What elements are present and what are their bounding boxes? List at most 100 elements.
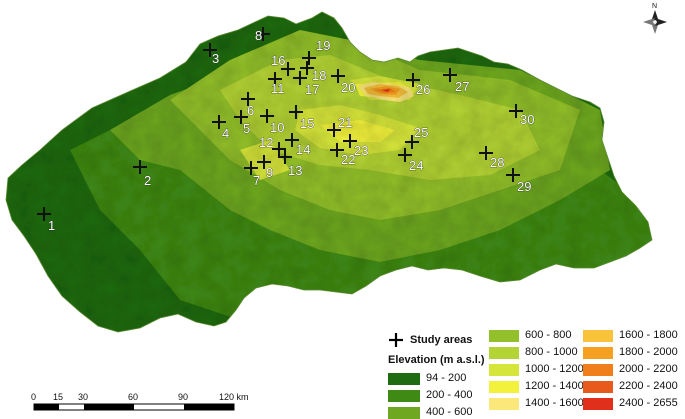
study-site-marker: 11 — [268, 72, 285, 96]
study-site-marker: 13 — [278, 150, 303, 178]
study-site-cross-icon — [331, 69, 345, 83]
study-site-marker: 8 — [255, 27, 270, 43]
study-site-cross-icon — [234, 110, 248, 124]
study-site-cross-icon — [302, 51, 316, 65]
study-site-label: 26 — [416, 82, 430, 97]
study-site-cross-icon — [285, 133, 299, 147]
study-site-cross-icon — [268, 72, 282, 86]
legend-class-label: 1000 - 1200 — [525, 363, 584, 375]
study-site-marker: 9 — [257, 155, 274, 180]
legend-swatch — [583, 398, 613, 410]
study-site-cross-icon — [327, 123, 341, 137]
study-site-label: 20 — [341, 80, 355, 95]
study-site-label: 30 — [520, 112, 534, 127]
study-site-marker: 22 — [330, 143, 356, 167]
study-site-marker: 5 — [234, 110, 251, 136]
study-site-cross-icon — [212, 115, 226, 129]
study-site-label: 3 — [212, 51, 219, 66]
study-site-marker: 30 — [509, 104, 535, 127]
study-site-label: 7 — [253, 173, 260, 188]
study-site-marker: 1 — [37, 207, 56, 233]
study-site-cross-icon — [203, 43, 217, 57]
study-site-cross-icon — [443, 68, 457, 82]
study-site-marker: 20 — [331, 69, 356, 95]
study-site-label: 27 — [455, 79, 469, 94]
study-site-cross-icon — [293, 71, 307, 85]
study-site-label: 12 — [259, 135, 273, 150]
legend-class-label: 600 - 800 — [525, 329, 572, 341]
study-site-label: 21 — [338, 115, 352, 130]
scale-tick-label: 60 — [128, 392, 139, 402]
study-site-label: 5 — [243, 121, 250, 136]
elevation-title: Elevation (m a.s.l.) — [388, 354, 485, 366]
legend-class-label: 94 - 200 — [426, 372, 467, 384]
legend-swatch — [489, 364, 519, 376]
study-site-marker: 27 — [443, 68, 470, 94]
study-site-label: 22 — [341, 152, 355, 167]
study-site-marker: 26 — [406, 73, 431, 97]
study-site-cross-icon — [133, 160, 147, 174]
study-site-label: 15 — [300, 116, 314, 131]
study-site-label: 18 — [312, 68, 326, 83]
study-site-label: 16 — [271, 53, 285, 68]
study-site-cross-icon — [281, 62, 295, 76]
scale-tick-label: 0 — [31, 392, 37, 402]
study-site-cross-icon — [343, 134, 357, 148]
legend-class-label: 1600 - 1800 — [619, 329, 678, 341]
study-site-marker: 12 — [259, 135, 286, 156]
study-site-marker: 15 — [289, 105, 315, 131]
legend-swatch — [583, 347, 613, 359]
study-site-label: 25 — [414, 125, 428, 140]
study-site-marker: 21 — [327, 115, 353, 137]
study-site-label: 10 — [270, 120, 284, 135]
study-site-label: 13 — [288, 163, 302, 178]
study-site-marker: 29 — [506, 168, 532, 194]
study-site-marker: 4 — [212, 115, 230, 141]
study-area-cross-icon — [389, 333, 403, 347]
legend-class-label: 1800 - 2000 — [619, 346, 678, 358]
study-site-cross-icon — [257, 155, 271, 169]
study-site-marker: 17 — [293, 71, 320, 97]
study-site-label: 4 — [222, 126, 229, 141]
study-site-marker: 23 — [343, 134, 369, 158]
legend-swatch — [489, 330, 519, 342]
study-site-cross-icon — [289, 105, 303, 119]
study-site-cross-icon — [506, 168, 520, 182]
study-site-cross-icon — [509, 104, 523, 118]
legend-swatch — [388, 407, 420, 419]
study-site-label: 1 — [48, 218, 55, 233]
study-site-cross-icon — [300, 61, 314, 75]
legend-class-label: 2200 - 2400 — [619, 380, 678, 392]
study-site-marker: 3 — [203, 43, 220, 66]
north-arrow-icon: N — [643, 3, 667, 34]
study-site-cross-icon — [405, 135, 419, 149]
study-site-label: 23 — [354, 143, 368, 158]
legend-class-label: 200 - 400 — [426, 389, 473, 401]
study-site-label: 6 — [247, 103, 254, 118]
legend-swatch — [489, 347, 519, 359]
study-site-label: 29 — [517, 179, 531, 194]
legend-swatch — [388, 390, 420, 402]
legend-swatch — [388, 373, 420, 385]
study-site-marker: 16 — [271, 53, 295, 76]
study-site-marker: 14 — [285, 133, 311, 157]
study-site-marker: 28 — [479, 146, 505, 170]
study-site-cross-icon — [406, 73, 420, 87]
study-site-label: 14 — [296, 142, 310, 157]
legend-swatch — [489, 381, 519, 393]
legend-class-label: 800 - 1000 — [525, 346, 578, 358]
scale-tick-label: 15 — [53, 392, 64, 402]
scale-tick-label: 30 — [78, 392, 89, 402]
study-site-cross-icon — [37, 207, 51, 221]
study-site-marker: 7 — [244, 161, 261, 188]
scale-bar — [33, 403, 235, 411]
study-site-cross-icon — [260, 109, 274, 123]
study-site-cross-icon — [272, 142, 286, 156]
study-site-label: 24 — [409, 158, 423, 173]
scale-tick-label: 90 — [178, 392, 189, 402]
study-site-marker: 6 — [241, 92, 255, 118]
study-site-label: 2 — [144, 173, 151, 188]
study-site-marker: 19 — [302, 38, 331, 65]
